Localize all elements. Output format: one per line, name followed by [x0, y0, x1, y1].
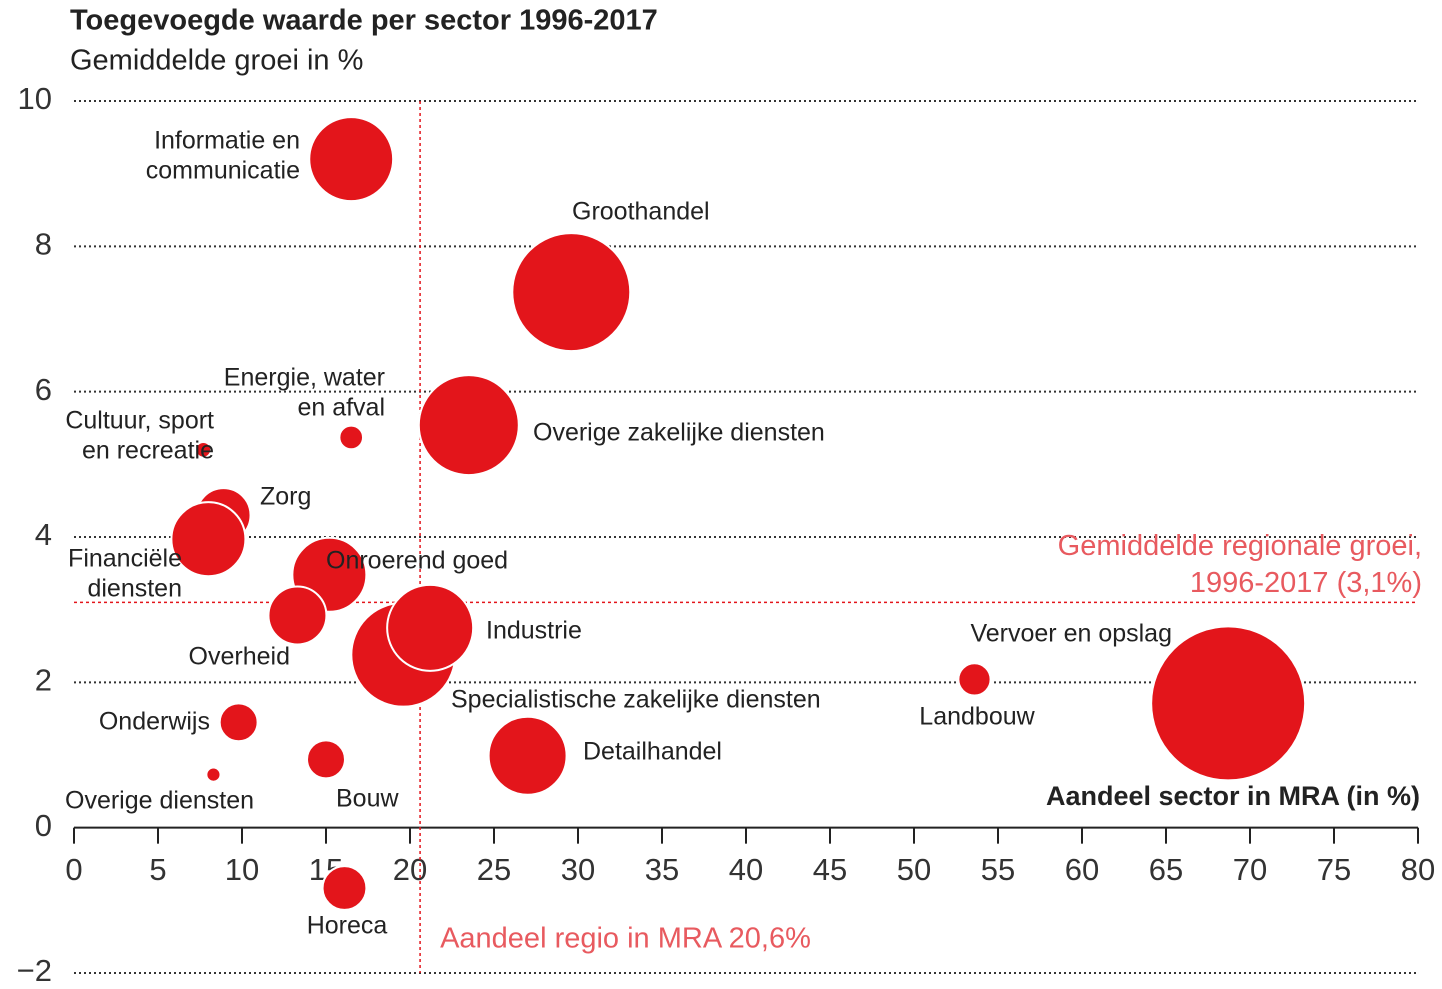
bubble-label: Financiële — [68, 545, 182, 573]
reference-label: 1996-2017 (3,1%) — [1190, 567, 1422, 599]
reference-label: Gemiddelde regionale groei, — [1058, 530, 1422, 562]
bubble-label: Vervoer en opslag — [970, 620, 1172, 648]
bubble — [194, 441, 213, 459]
bubble-label: Industrie — [486, 617, 582, 645]
bubble — [957, 662, 992, 697]
bubble-label: Energie, water — [224, 364, 385, 392]
bubble-label: Onderwijs — [99, 708, 210, 736]
bubble — [417, 374, 520, 477]
x-tick-label: 45 — [813, 852, 847, 887]
y-tick-label: 4 — [35, 517, 52, 552]
bubble-label: Groothandel — [572, 198, 710, 226]
bubble-label: Landbouw — [919, 703, 1035, 731]
x-tick-label: 40 — [729, 852, 763, 887]
bubble-label: diensten — [87, 575, 182, 603]
x-tick-label: 60 — [1065, 852, 1099, 887]
x-tick-label: 80 — [1401, 852, 1435, 887]
bubble — [321, 865, 368, 911]
bubble-label: en afval — [297, 394, 385, 422]
y-tick-label: 6 — [35, 372, 52, 407]
bubble-label: Overige diensten — [65, 787, 254, 815]
bubble — [218, 702, 259, 743]
bubble — [338, 424, 365, 451]
chart-subtitle: Gemiddelde groei in % — [70, 45, 363, 77]
bubble-label: Bouw — [336, 785, 399, 813]
bubble-label: Zorg — [260, 483, 311, 511]
bubble — [487, 715, 568, 796]
bubble — [308, 116, 395, 203]
bubble-label: Horeca — [307, 912, 388, 940]
x-tick-label: 50 — [897, 852, 931, 887]
bubble-label: Onroerend goed — [326, 547, 508, 575]
x-tick-label: 0 — [65, 852, 82, 887]
x-tick-label: 35 — [645, 852, 679, 887]
bubble-label: communicatie — [146, 157, 300, 185]
x-tick-label: 70 — [1233, 852, 1267, 887]
reference-label: Aandeel regio in MRA 20,6% — [440, 923, 811, 955]
y-tick-label: 0 — [35, 808, 52, 843]
y-tick-label: 10 — [18, 81, 52, 116]
bubble — [170, 501, 247, 578]
bubble — [267, 585, 328, 646]
chart-title: Toegevoegde waarde per sector 1996-2017 — [70, 5, 658, 37]
x-tick-label: 10 — [225, 852, 259, 887]
x-tick-label: 20 — [393, 852, 427, 887]
x-tick-label: 30 — [561, 852, 595, 887]
bubble — [511, 232, 632, 353]
bubble — [386, 583, 475, 672]
bubble-label: Informatie en — [154, 127, 300, 155]
bubble — [1150, 625, 1307, 782]
x-tick-label: 75 — [1317, 852, 1351, 887]
x-axis-label: Aandeel sector in MRA (in %) — [1046, 781, 1420, 811]
bubble — [306, 739, 346, 780]
y-tick-label: −2 — [17, 953, 52, 988]
x-tick-label: 5 — [149, 852, 166, 887]
x-tick-label: 25 — [477, 852, 511, 887]
bubble-label: Overige zakelijke diensten — [533, 419, 825, 447]
y-tick-label: 8 — [35, 227, 52, 262]
bubble-label: Detailhandel — [583, 738, 722, 766]
bubble-label: Cultuur, sport — [65, 407, 214, 435]
bubble — [205, 766, 222, 783]
x-tick-label: 65 — [1149, 852, 1183, 887]
y-tick-label: 2 — [35, 663, 52, 698]
x-tick-label: 55 — [981, 852, 1015, 887]
bubble-label: Overheid — [189, 643, 290, 671]
bubble-label: Specialistische zakelijke diensten — [451, 686, 821, 714]
bubble-label: en recreatie — [82, 437, 214, 465]
